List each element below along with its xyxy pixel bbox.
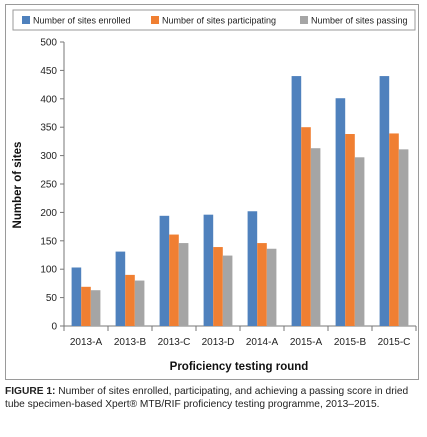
bar (345, 134, 355, 326)
legend-swatch (151, 16, 159, 24)
x-tick-label: 2015-A (290, 337, 323, 348)
bar (178, 243, 189, 326)
bar (90, 290, 101, 326)
x-tick-label: 2015-B (334, 337, 367, 348)
x-tick-label: 2015-C (378, 337, 411, 348)
legend-label: Number of sites passing (311, 16, 408, 26)
bar (266, 248, 277, 326)
x-tick-label: 2013-C (158, 337, 191, 348)
bar (247, 211, 258, 326)
x-tick-label: 2013-D (202, 337, 235, 348)
bar (257, 243, 267, 326)
legend-swatch (22, 16, 30, 24)
y-tick-label: 100 (40, 265, 57, 276)
bar-chart: Number of sites enrolled Number of sites … (12, 9, 417, 373)
legend-box (12, 9, 416, 31)
bar (291, 76, 302, 326)
bar (222, 255, 233, 326)
y-tick-label: 250 (40, 180, 57, 191)
legend-swatch (300, 16, 308, 24)
y-tick-label: 50 (46, 293, 58, 304)
y-tick-label: 200 (40, 208, 57, 219)
bar (134, 280, 145, 326)
x-tick-label: 2013-B (114, 337, 147, 348)
figure-caption: FIGURE 1: Number of sites enrolled, part… (5, 385, 421, 412)
y-tick-label: 300 (40, 151, 57, 162)
y-tick-label: 0 (51, 322, 57, 333)
y-tick-label: 350 (40, 123, 57, 134)
bar (335, 98, 346, 327)
bar (169, 234, 179, 326)
y-tick-label: 400 (40, 94, 57, 105)
x-axis: 2013-A 2013-B 2013-C 2013-D 2014-A 2015-A 2015… (63, 325, 417, 348)
bar (354, 157, 365, 326)
legend: Number of sites enrolled Number of sites … (12, 9, 416, 31)
caption-text: Number of sites enrolled, participating,… (5, 386, 409, 411)
x-tick-label: 2013-A (70, 337, 103, 348)
bar (398, 149, 409, 326)
bar (115, 251, 126, 326)
y-axis-title: Number of sites (12, 142, 24, 229)
y-tick-label: 500 (40, 38, 57, 49)
x-axis-title: Proficiency testing round (170, 361, 309, 373)
legend-label: Number of sites participating (162, 16, 276, 26)
bar (301, 127, 311, 326)
bar (389, 133, 399, 326)
bar (213, 247, 223, 326)
bar (125, 274, 135, 326)
y-axis: 0 50 100 150 200 250 300 350 400 450 500 (40, 38, 65, 333)
bar (310, 148, 321, 326)
y-tick-label: 150 (40, 236, 57, 247)
bar (379, 76, 390, 326)
caption-label: FIGURE 1: (5, 386, 56, 397)
legend-label: Number of sites enrolled (33, 16, 131, 26)
bars (71, 76, 409, 327)
bar (81, 286, 91, 326)
y-tick-label: 450 (40, 66, 57, 77)
x-tick-label: 2014-A (246, 337, 279, 348)
bar (159, 215, 170, 326)
bar (203, 214, 214, 326)
bar (71, 267, 82, 326)
